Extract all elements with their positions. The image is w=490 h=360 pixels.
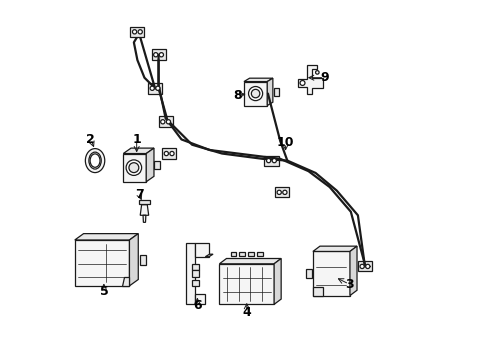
Polygon shape <box>313 246 357 251</box>
Ellipse shape <box>90 154 100 167</box>
Circle shape <box>156 86 160 90</box>
Circle shape <box>366 264 370 269</box>
Circle shape <box>277 190 281 194</box>
Polygon shape <box>146 148 154 182</box>
Polygon shape <box>195 294 205 304</box>
Circle shape <box>316 71 319 74</box>
Circle shape <box>360 264 364 269</box>
Polygon shape <box>205 254 213 257</box>
Circle shape <box>267 158 271 163</box>
Circle shape <box>150 86 154 90</box>
Polygon shape <box>140 205 148 215</box>
Polygon shape <box>350 246 357 296</box>
Circle shape <box>251 89 260 98</box>
Bar <box>248 252 254 256</box>
Bar <box>257 252 263 256</box>
Bar <box>273 88 279 96</box>
Text: 5: 5 <box>99 285 108 298</box>
Circle shape <box>170 152 174 156</box>
Text: 9: 9 <box>320 71 329 84</box>
Text: 7: 7 <box>135 188 144 201</box>
Circle shape <box>161 120 165 124</box>
Ellipse shape <box>89 152 101 169</box>
Bar <box>305 269 312 278</box>
Polygon shape <box>143 215 146 222</box>
Bar <box>148 83 162 94</box>
Bar <box>265 156 278 166</box>
Circle shape <box>138 30 142 34</box>
Polygon shape <box>123 153 146 182</box>
Bar <box>192 280 199 286</box>
Text: 2: 2 <box>86 133 95 146</box>
Circle shape <box>272 158 276 163</box>
Polygon shape <box>129 234 138 286</box>
Bar <box>230 252 236 256</box>
Text: 3: 3 <box>345 278 353 291</box>
Polygon shape <box>313 287 323 296</box>
Text: 8: 8 <box>233 89 242 102</box>
Circle shape <box>154 53 158 57</box>
Bar <box>192 270 199 277</box>
Text: 10: 10 <box>277 136 294 149</box>
Polygon shape <box>195 243 209 257</box>
Bar <box>159 117 172 127</box>
Circle shape <box>248 86 263 100</box>
Bar <box>275 188 289 197</box>
Polygon shape <box>244 82 267 105</box>
Polygon shape <box>274 258 281 304</box>
Polygon shape <box>123 148 154 153</box>
Polygon shape <box>75 234 138 240</box>
Text: 6: 6 <box>193 299 202 312</box>
Bar <box>140 255 147 265</box>
Polygon shape <box>313 251 350 296</box>
Bar <box>139 200 150 204</box>
Bar <box>151 49 166 60</box>
Polygon shape <box>298 65 322 94</box>
Circle shape <box>132 30 137 34</box>
Polygon shape <box>75 240 129 286</box>
Polygon shape <box>220 258 281 264</box>
Polygon shape <box>122 277 129 286</box>
Circle shape <box>129 163 139 172</box>
Bar <box>162 148 176 159</box>
Bar <box>192 264 199 270</box>
Polygon shape <box>220 264 274 304</box>
Polygon shape <box>186 243 195 304</box>
Text: 1: 1 <box>132 133 141 146</box>
Circle shape <box>283 190 287 194</box>
Ellipse shape <box>85 149 105 172</box>
Polygon shape <box>244 78 273 82</box>
Bar <box>130 27 145 37</box>
Bar <box>358 261 372 271</box>
Circle shape <box>300 81 305 85</box>
Bar <box>239 252 245 256</box>
Circle shape <box>159 53 164 57</box>
Text: 4: 4 <box>243 306 251 319</box>
Polygon shape <box>267 78 273 105</box>
Circle shape <box>126 160 142 175</box>
Circle shape <box>164 152 169 156</box>
Bar <box>154 161 160 169</box>
Circle shape <box>166 120 171 124</box>
